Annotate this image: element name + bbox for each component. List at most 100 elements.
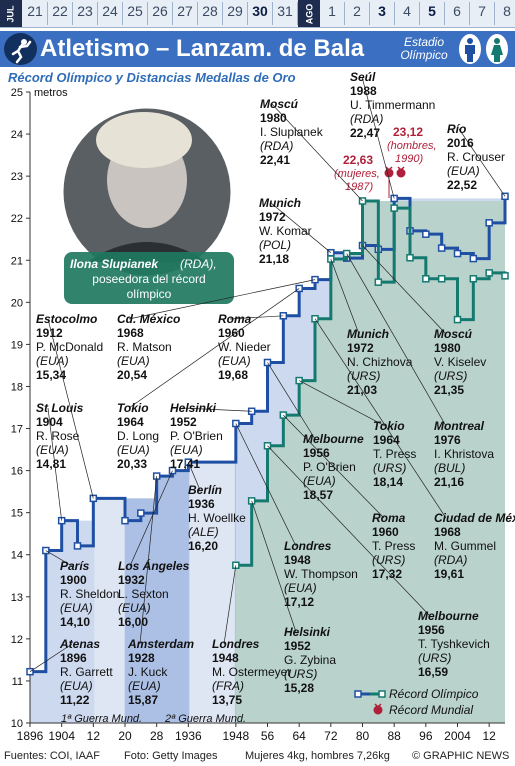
- y-tick-label: 24: [11, 129, 23, 141]
- day-separator: [494, 2, 495, 25]
- annotation-mark: 16,20: [188, 539, 218, 553]
- x-tick-label: 28: [150, 729, 164, 743]
- legend-marker: [378, 690, 386, 698]
- annotation-mark: 11,22: [60, 693, 90, 707]
- annotation-year: 1928: [128, 651, 155, 665]
- date-day: 31: [277, 3, 293, 19]
- legend-olympic-record: Récord Olímpico: [389, 687, 479, 701]
- annotation-athlete: M. Ostermeyer: [212, 665, 291, 679]
- y-tick-label: 20: [11, 297, 23, 309]
- men-gold-line-point: [485, 219, 493, 227]
- annotation-athlete: I. Khristova: [434, 447, 494, 461]
- annotation-leader: [139, 476, 158, 645]
- annotation-athlete: W. Thompson: [284, 567, 358, 581]
- annotation-mark: 13,75: [212, 693, 242, 707]
- day-separator: [297, 2, 298, 25]
- female-icon: [486, 34, 508, 64]
- annotation-athlete: R. Crouser: [447, 150, 505, 164]
- annotation-year: 1896: [60, 651, 87, 665]
- annotation-year: 1936: [188, 497, 215, 511]
- annotation-mark: 21,35: [434, 383, 464, 397]
- annotation-mark: 20,33: [117, 457, 147, 471]
- y-tick-label: 21: [11, 255, 23, 267]
- date-day: 22: [52, 3, 68, 19]
- photo-caption-name: Ilona Slupianek: [70, 257, 159, 271]
- annotation-year: 1956: [303, 446, 330, 460]
- y-tick-label: 14: [11, 550, 23, 562]
- day-separator: [444, 2, 445, 25]
- annotation-athlete: R. Matson: [117, 340, 172, 354]
- male-icon: [459, 34, 481, 64]
- footer-weights: Mujeres 4kg, hombres 7,26kg: [245, 750, 390, 762]
- men-gold-line-point: [469, 254, 478, 263]
- annotation-mark: 15,34: [36, 368, 66, 382]
- annotation-mark: 14,10: [60, 615, 90, 629]
- legend-world-record-icon-ribbon: [374, 703, 382, 709]
- annotation-year: 1948: [284, 553, 311, 567]
- month-label: JUL: [0, 0, 22, 27]
- y-tick-label: 18: [11, 381, 23, 393]
- war-gap-1: [94, 498, 124, 723]
- women-gold-line-point: [390, 204, 398, 212]
- annotation-country: (URS): [373, 461, 406, 475]
- annotation-city: Moscú: [260, 97, 299, 111]
- men-gold-line-point: [73, 542, 82, 550]
- annotation-year: 1964: [117, 415, 144, 429]
- annotation-leader: [47, 407, 63, 521]
- annotation-leader: [299, 380, 386, 427]
- date-day: 25: [127, 3, 143, 19]
- women-gold-line-point: [485, 269, 493, 277]
- annotation-leader: [267, 445, 431, 617]
- annotation-athlete: R. Sheldon: [60, 587, 119, 601]
- annotation-mark: 17,32: [372, 567, 402, 581]
- y-tick-label: 13: [11, 592, 23, 604]
- annotation-year: 1968: [117, 326, 144, 340]
- annotation-leader: [267, 362, 316, 440]
- annotation-country: (ALE): [188, 525, 219, 539]
- x-tick-label: 1936: [175, 729, 202, 743]
- y-tick-label: 25: [11, 87, 23, 99]
- date-day: 3: [378, 3, 386, 19]
- date-day: 2: [353, 3, 361, 19]
- x-tick-label: 64: [292, 729, 306, 743]
- women-gold-line-point: [453, 315, 462, 324]
- date-day: 23: [77, 3, 93, 19]
- annotation-leader: [128, 279, 316, 320]
- y-tick-label: 16: [11, 466, 23, 478]
- annotation-athlete: I. Slupianek: [260, 125, 324, 139]
- footer-photo-credit: Foto: Getty Images: [124, 750, 218, 762]
- annotation-year: 1952: [284, 639, 311, 653]
- day-separator: [97, 2, 98, 25]
- annotation-leader: [29, 643, 73, 672]
- annotation-city: Londres: [212, 637, 260, 651]
- annotation-year: 1904: [36, 415, 63, 429]
- day-separator: [197, 2, 198, 25]
- annotation-athlete: P. O'Brien: [170, 429, 223, 443]
- annotation-country: (EUA): [117, 443, 150, 457]
- annotation-country: (URS): [434, 369, 467, 383]
- women-gold-line-point: [501, 272, 509, 280]
- date-day: 24: [102, 3, 118, 19]
- annotation-country: (EUA): [117, 354, 150, 368]
- photo-caption-text: (RDA),: [180, 257, 217, 271]
- annotation-country: (EUA): [218, 354, 251, 368]
- annotation-athlete: R. Rose: [36, 429, 80, 443]
- date-day: 28: [202, 3, 218, 19]
- annotation-athlete: P. O'Brien: [303, 460, 356, 474]
- annotation-city: Los Ángeles: [118, 558, 190, 573]
- annotation-year: 1980: [260, 111, 287, 125]
- annotation-country: (RDA): [434, 553, 467, 567]
- annotation-leader: [362, 245, 447, 335]
- annotation-leader: [47, 318, 94, 499]
- date-day: 26: [152, 3, 168, 19]
- annotation-city: Melbourne: [418, 609, 479, 623]
- annotation-mark: 16,59: [418, 665, 448, 679]
- annotation-athlete: T. Press: [372, 539, 415, 553]
- shot-put-icon: [4, 33, 37, 65]
- women-gold-line-point: [422, 275, 430, 283]
- x-tick-label: 12: [87, 729, 101, 743]
- annotation-athlete: M. Gummel: [434, 539, 496, 553]
- annotation-year: 1964: [373, 433, 400, 447]
- annotation-year: 1972: [347, 341, 374, 355]
